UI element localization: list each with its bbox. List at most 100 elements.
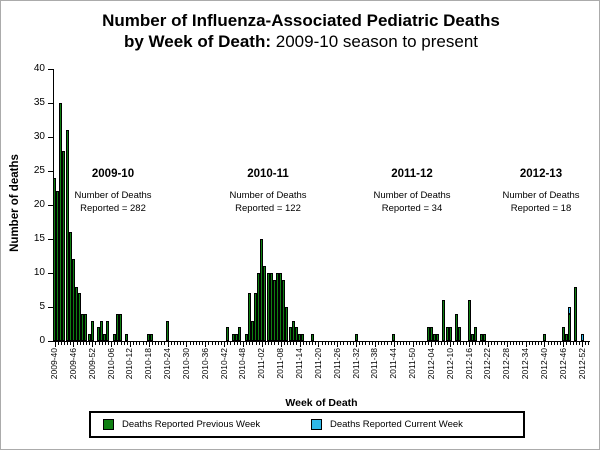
bar-previous-week-2010-43	[225, 327, 229, 341]
x-tick-label-2011-02: 2011-02	[256, 348, 267, 379]
x-minor-tick	[560, 342, 562, 345]
x-minor-tick	[214, 342, 216, 345]
annotation-line: Number of Deaths	[373, 190, 451, 201]
bar-previous-week-2011-05	[269, 273, 273, 341]
x-minor-tick	[522, 342, 524, 345]
bar-previous-week-2011-44	[392, 334, 396, 341]
x-minor-tick	[98, 342, 100, 345]
x-minor-tick	[384, 342, 386, 345]
x-minor-tick	[531, 342, 533, 345]
x-minor-tick	[252, 342, 254, 345]
bar-previous-week-2010-04	[103, 334, 107, 341]
x-major-tick-2011-08	[280, 342, 282, 347]
x-major-tick-2010-30	[186, 342, 188, 347]
bar-previous-week-2010-52	[254, 293, 258, 341]
x-major-tick-2010-42	[224, 342, 226, 347]
bar-previous-week-2010-50	[247, 293, 251, 341]
bar-previous-week-2010-46	[235, 334, 239, 341]
annotation-total: Reported = 34	[381, 203, 443, 214]
chart-title-line1: Number of Influenza-Associated Pediatric…	[102, 11, 500, 30]
x-minor-tick	[290, 342, 292, 345]
x-major-tick-2011-32	[356, 342, 358, 347]
bar-previous-week-2010-51	[250, 320, 254, 341]
x-minor-tick	[572, 342, 574, 345]
bar-previous-week-2009-45	[68, 232, 72, 341]
x-minor-tick	[456, 342, 458, 345]
x-tick-label-2012-28: 2012-28	[501, 348, 512, 380]
x-tick-label-2010-48: 2010-48	[237, 348, 248, 380]
x-minor-tick	[286, 342, 288, 345]
bar-previous-week-2010-07	[112, 334, 116, 341]
x-minor-tick	[60, 342, 62, 345]
annotation-season-title: 2011-12	[391, 168, 433, 180]
x-minor-tick	[277, 342, 279, 345]
bar-previous-week-2009-42	[59, 103, 63, 341]
bar-previous-week-2011-03	[263, 266, 267, 341]
x-minor-tick	[569, 342, 571, 345]
annotation-total: Reported = 282	[80, 203, 146, 214]
x-minor-tick	[101, 342, 103, 345]
bar-previous-week-2011-09	[282, 279, 286, 341]
x-major-tick-2011-44	[393, 342, 395, 347]
x-minor-tick	[227, 342, 229, 345]
x-minor-tick	[57, 342, 59, 345]
bar-previous-week-2012-18	[473, 327, 477, 341]
x-minor-tick	[371, 342, 373, 345]
x-minor-tick	[126, 342, 128, 345]
legend-swatch-cyan-icon	[311, 419, 322, 430]
x-minor-tick	[500, 342, 502, 345]
x-minor-tick	[230, 342, 232, 345]
bar-previous-week-2011-32	[354, 334, 358, 341]
x-major-tick-2010-18	[148, 342, 150, 347]
x-minor-tick	[381, 342, 383, 345]
x-minor-tick	[221, 342, 222, 345]
y-tick-label-0: 0	[39, 335, 45, 346]
x-minor-tick	[107, 342, 109, 345]
x-minor-tick	[491, 342, 493, 345]
bar-previous-week-2012-17	[470, 334, 474, 341]
x-minor-tick	[453, 342, 455, 345]
x-tick-label-2010-18: 2010-18	[143, 348, 154, 380]
x-major-tick-2012-34	[525, 342, 527, 347]
x-minor-tick	[195, 342, 197, 345]
bar-previous-week-2012-05	[433, 334, 437, 341]
x-minor-tick	[519, 342, 521, 345]
x-major-tick-2011-14	[299, 342, 301, 347]
x-minor-tick	[443, 342, 445, 345]
x-minor-tick	[76, 342, 78, 345]
x-minor-tick	[145, 342, 147, 345]
x-tick-label-2012-16: 2012-16	[463, 348, 474, 380]
annotation-season-2012-13: 2012-13 Number of Deaths Reported = 18	[481, 168, 599, 215]
bar-previous-week-2009-49	[81, 313, 85, 341]
x-tick-label-2012-22: 2012-22	[482, 348, 493, 380]
x-tick-label-2012-04: 2012-04	[425, 348, 436, 380]
bar-previous-week-2010-05	[106, 320, 110, 341]
x-tick-label-2012-52: 2012-52	[576, 348, 587, 380]
x-minor-tick	[575, 342, 577, 345]
bar-previous-week-2010-02	[97, 327, 101, 341]
x-minor-tick	[340, 342, 342, 345]
bar-previous-week-2009-46	[71, 259, 75, 341]
x-minor-tick	[403, 342, 405, 345]
bar-previous-week-2009-47	[75, 286, 79, 341]
x-minor-tick	[293, 342, 295, 345]
x-major-tick-2010-24	[167, 342, 169, 347]
x-minor-tick	[566, 342, 568, 345]
x-tick-label-2010-42: 2010-42	[218, 348, 229, 380]
bar-previous-week-2012-21	[483, 334, 487, 341]
x-minor-tick	[321, 342, 323, 345]
x-minor-tick	[296, 342, 298, 345]
x-major-tick-2009-46	[73, 342, 75, 347]
x-minor-tick	[164, 342, 166, 345]
x-minor-tick	[421, 342, 423, 345]
x-minor-tick	[465, 342, 467, 345]
chart-title: Number of Influenza-Associated Pediatric…	[1, 10, 599, 52]
x-tick-label-2012-46: 2012-46	[557, 348, 568, 380]
x-minor-tick	[89, 342, 91, 345]
x-minor-tick	[246, 342, 248, 345]
x-minor-tick	[478, 342, 480, 345]
x-minor-tick	[365, 342, 367, 345]
x-minor-tick	[472, 342, 474, 345]
x-minor-tick	[79, 342, 81, 345]
x-minor-tick	[120, 342, 122, 345]
